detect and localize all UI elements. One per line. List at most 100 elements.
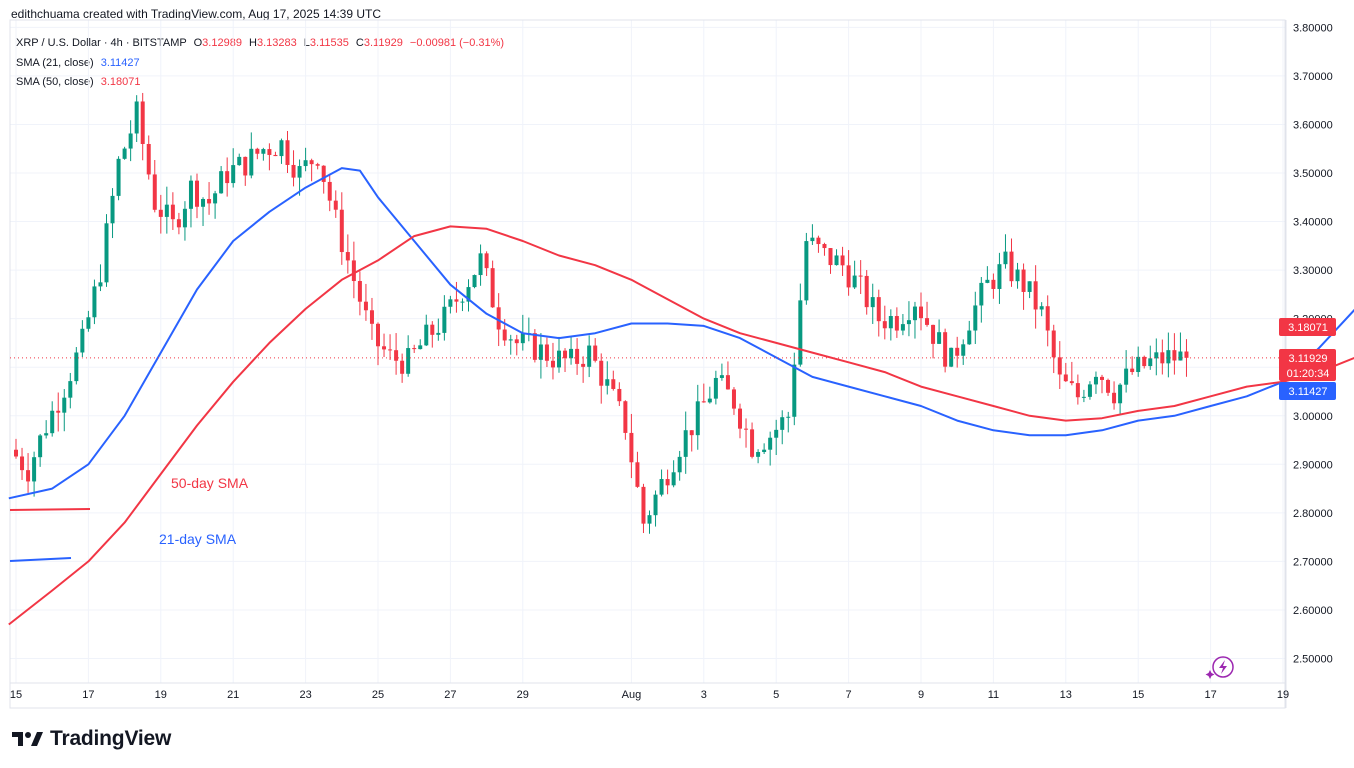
candle-body xyxy=(158,209,163,217)
candle-body xyxy=(376,323,380,347)
legend-sma50-value: 3.18071 xyxy=(100,76,141,88)
candle-body xyxy=(249,148,254,176)
chart-legend: XRP / U.S. Dollar · 4h · BITSTAMP O3.129… xyxy=(16,34,504,93)
candle-body xyxy=(635,462,640,487)
candle-body xyxy=(605,379,610,386)
candle-body xyxy=(587,345,592,367)
legend-high-value: 3.13283 xyxy=(256,37,297,49)
candle-body xyxy=(351,260,356,282)
candle-body xyxy=(490,268,495,308)
candle-body xyxy=(557,350,561,368)
y-tick-label: 3.60000 xyxy=(1293,119,1333,131)
legend-symbol[interactable]: XRP / U.S. Dollar · 4h · BITSTAMP xyxy=(16,37,187,49)
candle-body xyxy=(291,164,296,178)
candle-body xyxy=(273,154,278,157)
candle-body xyxy=(128,133,133,149)
y-tick-label: 3.40000 xyxy=(1293,217,1333,229)
y-tick-label: 2.50000 xyxy=(1293,654,1333,666)
tradingview-footer[interactable]: TradingView xyxy=(10,727,171,751)
candle-body xyxy=(629,432,634,463)
candle-body xyxy=(140,101,145,144)
candle-body xyxy=(68,381,73,398)
candle-body xyxy=(695,401,700,436)
legend-close-value: 3.11929 xyxy=(363,37,403,49)
candle-body xyxy=(780,417,785,430)
legend-sma21-label: SMA (21, close) xyxy=(16,56,94,69)
candle-body xyxy=(653,494,658,516)
candle-body xyxy=(593,345,598,361)
legend-close-label: C xyxy=(355,37,364,49)
candle-body xyxy=(762,449,767,453)
candle-body xyxy=(961,344,966,356)
candle-body xyxy=(508,339,513,341)
candle-body xyxy=(756,452,761,457)
candle-body xyxy=(1142,356,1147,367)
legend-high-label: H xyxy=(249,37,257,49)
candle-body xyxy=(979,282,984,306)
sma50-price-tag-bg xyxy=(1279,318,1336,336)
candle-body xyxy=(991,279,996,289)
candle-body xyxy=(744,428,749,430)
candle-body xyxy=(563,350,568,359)
candle-body xyxy=(611,379,616,389)
candle-body xyxy=(297,166,302,178)
candle-body xyxy=(731,389,736,409)
candle-body xyxy=(569,348,574,359)
y-tick-label: 3.80000 xyxy=(1293,22,1333,34)
chart-grid xyxy=(10,20,1286,683)
legend-sma50-row[interactable]: SMA (50, close) 3.18071 xyxy=(16,73,504,93)
candle-body xyxy=(62,397,67,413)
candle-body xyxy=(1081,396,1086,398)
candle-body xyxy=(659,479,664,495)
candle-body xyxy=(937,332,942,344)
candle-body xyxy=(949,347,954,367)
candle-body xyxy=(327,181,332,201)
sma50-annotation: 50-day SMA xyxy=(171,475,249,491)
candle-body xyxy=(822,244,827,249)
y-tick-label: 2.60000 xyxy=(1293,605,1333,617)
candle-body xyxy=(388,349,393,351)
candle-body xyxy=(1057,357,1062,375)
x-tick-label: 19 xyxy=(1277,689,1289,701)
candle-body xyxy=(315,164,320,166)
lightning-icon[interactable] xyxy=(1205,656,1234,679)
legend-change: −0.00981 (−0.31%) xyxy=(409,37,505,49)
candle-body xyxy=(997,264,1002,289)
candle-body xyxy=(864,275,869,308)
candle-body xyxy=(182,208,187,228)
candle-body xyxy=(786,416,791,418)
candle-body xyxy=(92,286,97,318)
candle-body xyxy=(725,375,730,390)
x-tick-label: 25 xyxy=(372,689,384,701)
x-tick-label: 11 xyxy=(988,689,999,701)
candle-body xyxy=(303,160,308,167)
candle-body xyxy=(1093,376,1098,385)
legend-open-value: 3.12989 xyxy=(202,37,242,49)
candle-body xyxy=(810,237,815,242)
legend-low-value: 3.11535 xyxy=(309,37,349,49)
time-axis[interactable]: 15 17 19 21 23 25 27 29 Aug 3 5 7 9 11 13 15 17 19 xyxy=(10,689,1289,701)
last-price-tag-bg xyxy=(1279,349,1336,381)
sma-line xyxy=(8,167,1354,500)
candle-body xyxy=(1087,384,1092,397)
price-axis[interactable]: 2.50000 2.60000 2.70000 2.80000 2.90000 3.000… xyxy=(1293,22,1333,665)
candle-body xyxy=(104,223,109,283)
candle-body xyxy=(792,364,797,417)
candle-body xyxy=(369,310,374,324)
chart-attribution: edithchuama created with TradingView.com… xyxy=(11,7,382,21)
candle-body xyxy=(768,437,773,450)
sma50-legend-line xyxy=(9,508,91,511)
candle-body xyxy=(876,297,881,322)
candle-body xyxy=(26,470,31,482)
candle-body xyxy=(412,348,417,350)
candle-body xyxy=(146,143,151,175)
sma21-annotation: 21-day SMA xyxy=(159,531,237,547)
candle-body xyxy=(774,429,779,438)
candle-body xyxy=(152,174,157,210)
sma21-price-tag-bg xyxy=(1279,382,1336,400)
candle-body xyxy=(738,408,742,429)
candle-body xyxy=(882,321,887,329)
candle-body xyxy=(219,171,224,194)
legend-sma21-row[interactable]: SMA (21, close) 3.11427 xyxy=(16,54,504,74)
